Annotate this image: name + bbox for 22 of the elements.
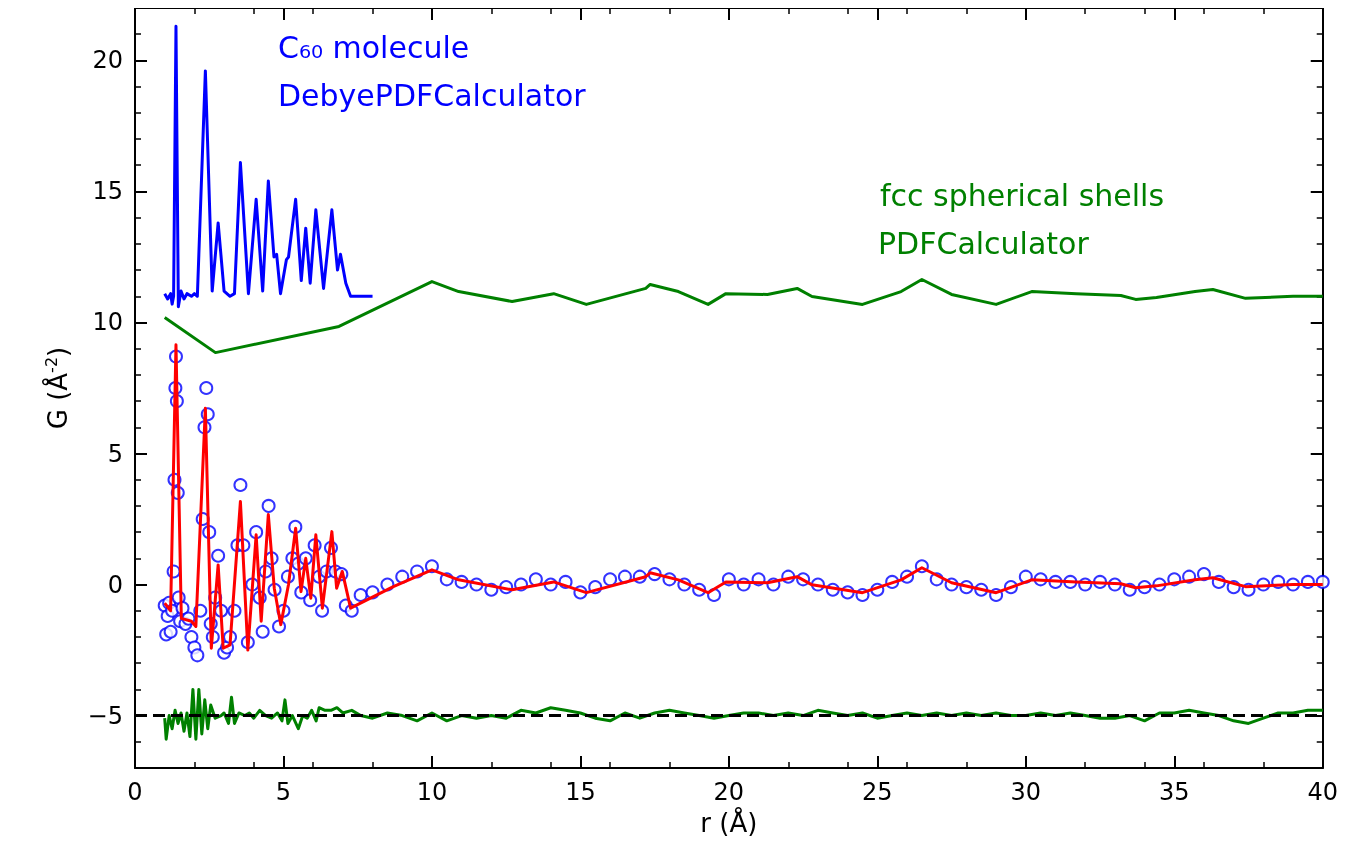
line-series — [163, 278, 1325, 355]
x-tick-label: 30 — [1010, 778, 1042, 806]
x-tick-label: 35 — [1158, 778, 1190, 806]
x-tick-label: 5 — [275, 778, 292, 806]
annotation: C₆₀ molecule — [278, 29, 470, 65]
x-tick-label: 10 — [416, 778, 448, 806]
annotation: PDFCalculator — [878, 225, 1090, 261]
y-tick-label: 10 — [92, 308, 123, 337]
y-tick-label: −5 — [87, 701, 123, 730]
x-tick-label: 0 — [127, 778, 143, 806]
x-tick-label: 40 — [1307, 778, 1338, 806]
y-axis-title: G (Å-2) — [41, 346, 73, 430]
x-axis-title: r (Å) — [700, 807, 758, 838]
y-tick-label: 0 — [107, 570, 123, 599]
y-tick-label: 5 — [107, 439, 123, 468]
x-tick-label: 15 — [565, 778, 596, 806]
annotation: DebyePDFCalculator — [278, 77, 587, 113]
x-tick-label: 20 — [713, 778, 745, 806]
annotation: fcc spherical shells — [880, 177, 1165, 213]
y-tick-label: 15 — [92, 177, 123, 206]
x-tick-label: 25 — [862, 778, 893, 806]
y-tick-label: 20 — [92, 46, 123, 75]
